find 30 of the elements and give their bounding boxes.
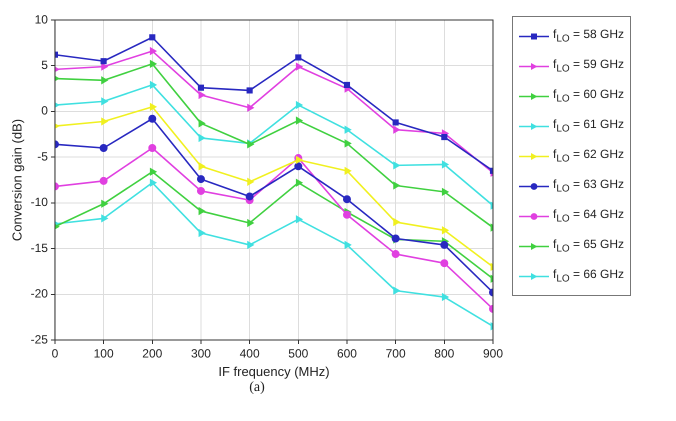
y-tick-label: 0	[41, 104, 48, 118]
text: (a)	[248, 380, 266, 396]
x-tick-label: 500	[288, 346, 309, 361]
x-tick-label: 700	[386, 346, 406, 361]
x-tick-label: 100	[94, 346, 114, 361]
x-tick-label: 300	[190, 346, 212, 361]
legend-label: f$_{LO}$ = 66 GHz	[553, 267, 624, 285]
x-tick-label: 200	[142, 346, 163, 361]
x-axis-title: IF frequency (MHz)	[218, 364, 330, 379]
x-tick-label: 800	[434, 346, 455, 361]
y-tick-label: -15	[30, 240, 48, 255]
legend-label: f$_{LO}$ = 60 GHz	[553, 87, 624, 105]
x-tick-label: 600	[336, 346, 358, 361]
y-axis-title: Conversion gain (dB)	[9, 118, 24, 242]
x-tick-label: 400	[240, 346, 260, 361]
x-tick-label: 900	[482, 346, 504, 361]
y-tick-label: 5	[41, 58, 48, 72]
legend-label: f$_{LO}$ = 62 GHz	[553, 147, 624, 165]
legend-label: f$_{LO}$ = 63 GHz	[553, 177, 624, 195]
legend-label: f$_{LO}$ = 64 GHz	[553, 207, 624, 225]
legend-label: f$_{LO}$ = 65 GHz	[553, 237, 624, 255]
y-tick-label: -20	[30, 286, 48, 301]
x-tick-label: 0	[52, 346, 59, 361]
legend-label: f$_{LO}$ = 59 GHz	[553, 57, 624, 75]
legend-label: f$_{LO}$ = 61 GHz	[553, 117, 624, 135]
y-tick-label: 10	[34, 12, 48, 26]
y-tick-label: -10	[30, 195, 48, 210]
y-tick-label: -25	[30, 332, 48, 346]
legend-label: f$_{LO}$ = 58 GHz	[553, 27, 624, 45]
y-tick-label: -5	[37, 149, 48, 164]
